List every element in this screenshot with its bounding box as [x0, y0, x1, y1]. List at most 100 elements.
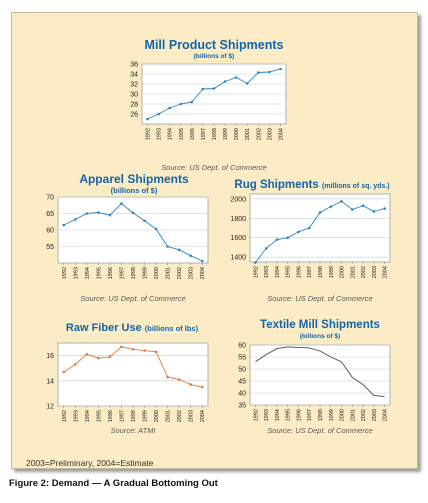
chart-source: Source: US Dept. of Commerce [80, 294, 185, 303]
x-tick-label: 1998 [318, 409, 324, 421]
x-tick-label: 2004 [383, 409, 389, 421]
data-point [85, 353, 89, 356]
x-tick-label: 2002 [177, 410, 183, 422]
x-tick-label: 1998 [212, 128, 218, 140]
data-point [257, 71, 260, 74]
chart-source: Source: US Dept. of Commerce [161, 163, 266, 172]
x-tick-label: 1999 [223, 128, 229, 140]
data-point [264, 247, 268, 250]
y-tick-label: 16 [46, 353, 54, 360]
data-point [201, 87, 205, 91]
series-line [255, 346, 385, 398]
x-tick-label: 1993 [264, 409, 270, 421]
data-point [177, 248, 181, 252]
x-tick-label: 2000 [234, 128, 240, 140]
figure-caption: Figure 2: Demand — A Gradual Bottoming O… [9, 478, 218, 489]
data-point [154, 350, 158, 354]
data-point [62, 223, 66, 227]
x-tick-label: 2003 [267, 128, 273, 140]
x-tick-label: 1994 [275, 409, 281, 421]
x-tick-label: 2001 [350, 266, 356, 278]
data-point [120, 345, 123, 349]
x-tick-label: 2004 [200, 267, 206, 279]
data-point [177, 378, 181, 381]
y-tick-label: 40 [238, 391, 246, 398]
x-tick-label: 1997 [119, 410, 125, 422]
x-tick-label: 1995 [286, 266, 292, 278]
x-tick-label: 2004 [278, 128, 284, 140]
raw-fiber-use-chart: Raw Fiber Use (billions of lbs) 12 14 16 199… [46, 322, 209, 435]
x-tick-label: 1993 [73, 410, 79, 422]
data-point [223, 80, 227, 83]
x-tick-label: 1996 [108, 267, 114, 279]
x-tick-label: 1992 [253, 409, 259, 421]
chart-subtitle: (billions of $) [111, 186, 158, 195]
y-tick-label: 26 [130, 112, 138, 119]
x-tick-label: 1992 [253, 266, 259, 278]
y-tick-label: 1400 [230, 255, 246, 262]
data-point [383, 207, 386, 210]
x-tick-label: 1998 [131, 410, 137, 422]
x-tick-label: 1994 [275, 266, 281, 278]
x-tick-label: 1997 [201, 128, 207, 140]
data-point [146, 117, 149, 121]
chart-source: Source: US Dept. of Commerce [267, 294, 372, 303]
y-tick-label: 2000 [230, 196, 246, 203]
x-tick-label: 2001 [166, 267, 172, 279]
chart-title: Raw Fiber Use (billions of lbs) [66, 322, 199, 334]
data-point [254, 261, 257, 264]
x-tick-label: 1992 [62, 267, 68, 279]
data-point [189, 383, 192, 386]
y-tick-label: 1600 [230, 235, 246, 242]
x-tick-label: 2002 [361, 266, 367, 278]
x-tick-label: 2003 [372, 409, 378, 421]
data-point [143, 349, 146, 352]
x-tick-label: 2000 [340, 266, 346, 278]
x-tick-label: 1998 [318, 266, 324, 278]
data-point [85, 212, 89, 215]
data-point [189, 254, 192, 258]
chart-source: Source: ATMI [110, 426, 155, 435]
y-tick-label: 12 [46, 404, 54, 411]
apparel-shipments-chart: Apparel Shipments(billions of $) 55 60 65 70… [46, 172, 209, 303]
x-tick-label: 1994 [168, 128, 174, 140]
x-tick-label: 2004 [200, 410, 206, 422]
x-tick-label: 1994 [85, 267, 91, 279]
data-point [307, 226, 311, 230]
chart-subtitle: (billions of $) [194, 53, 234, 60]
x-tick-label: 1993 [264, 266, 270, 278]
data-point [168, 106, 171, 110]
x-tick-label: 1999 [143, 267, 149, 279]
x-tick-label: 2003 [189, 267, 195, 279]
y-tick-label: 28 [130, 102, 138, 109]
x-tick-label: 2001 [350, 409, 356, 421]
x-tick-label: 1999 [143, 410, 149, 422]
data-point [329, 205, 333, 208]
y-tick-label: 32 [130, 82, 138, 89]
data-point [351, 208, 354, 211]
data-point [245, 82, 249, 85]
data-point [279, 67, 282, 71]
data-point [275, 238, 279, 241]
y-tick-label: 50 [238, 367, 246, 374]
data-point [97, 356, 100, 360]
data-point [143, 219, 146, 223]
y-tick-label: 55 [46, 244, 54, 251]
plot-area [249, 193, 391, 263]
x-tick-label: 1997 [307, 266, 313, 278]
x-tick-label: 1995 [179, 128, 185, 140]
y-tick-label: 60 [238, 343, 246, 350]
x-tick-label: 2001 [166, 410, 172, 422]
x-tick-label: 1999 [329, 266, 335, 278]
data-point [234, 76, 238, 79]
data-point [200, 385, 204, 389]
data-point [97, 211, 100, 214]
x-tick-label: 2002 [256, 128, 262, 140]
y-tick-label: 35 [238, 403, 246, 410]
x-tick-label: 1992 [62, 410, 68, 422]
x-tick-label: 2004 [383, 266, 389, 278]
x-tick-label: 2000 [154, 410, 160, 422]
x-tick-label: 1995 [96, 410, 102, 422]
data-point [131, 211, 135, 215]
data-point [74, 363, 77, 366]
